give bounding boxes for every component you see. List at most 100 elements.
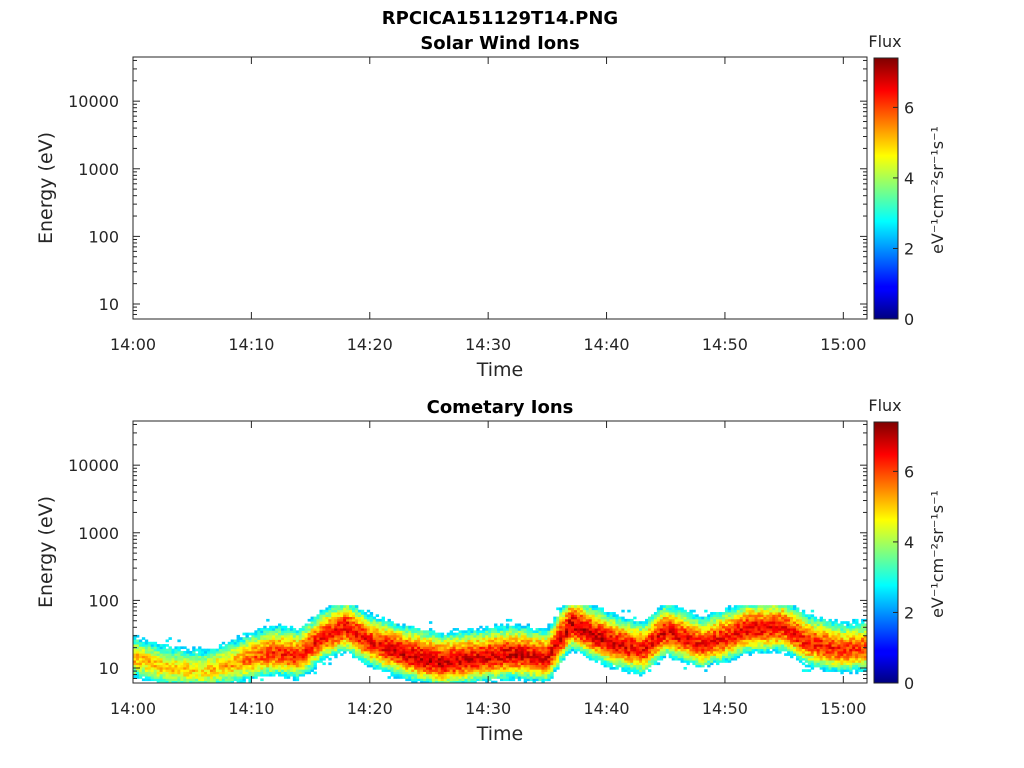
heatmap-cell xyxy=(272,669,276,672)
heatmap-cell xyxy=(310,618,314,622)
heatmap-cell xyxy=(772,630,776,634)
heatmap-cell xyxy=(156,644,161,647)
heatmap-cell xyxy=(354,634,359,638)
heatmap-cell xyxy=(784,621,788,624)
heatmap-cell xyxy=(529,655,533,659)
heatmap-cell xyxy=(473,676,477,679)
heatmap-cell xyxy=(615,660,619,663)
heatmap-cell xyxy=(603,650,607,654)
heatmap-cell xyxy=(295,660,300,663)
heatmap-cell xyxy=(354,632,359,636)
heatmap-cell xyxy=(781,632,785,636)
heatmap-cell xyxy=(793,639,797,643)
heatmap-cell xyxy=(233,657,237,661)
heatmap-cell xyxy=(417,660,421,663)
heatmap-cell xyxy=(260,662,264,666)
heatmap-cell xyxy=(301,669,306,672)
heatmap-cell xyxy=(476,630,480,634)
heatmap-cell xyxy=(778,630,782,634)
heatmap-cell xyxy=(310,644,314,647)
heatmap-cell xyxy=(251,641,255,645)
heatmap-cell xyxy=(615,628,619,631)
heatmap-cell xyxy=(544,673,548,677)
heatmap-cell xyxy=(553,628,557,631)
heatmap-cell xyxy=(201,664,205,668)
heatmap-cell xyxy=(520,637,525,640)
heatmap-cell xyxy=(295,644,300,647)
heatmap-cell xyxy=(209,657,214,661)
heatmap-cell xyxy=(639,625,643,629)
heatmap-cell xyxy=(576,607,581,611)
heatmap-cell xyxy=(440,662,445,666)
heatmap-cell xyxy=(343,625,347,629)
heatmap-cell xyxy=(491,653,495,656)
heatmap-cell xyxy=(793,650,797,654)
heatmap-cell xyxy=(529,669,533,672)
heatmap-cell xyxy=(423,664,427,668)
heatmap-cell xyxy=(594,641,599,645)
heatmap-cell xyxy=(325,614,329,618)
heatmap-cell xyxy=(526,678,530,682)
heatmap-cell xyxy=(766,623,770,627)
heatmap-cell xyxy=(242,639,246,643)
heatmap-cell xyxy=(692,644,696,647)
heatmap-cell xyxy=(642,671,646,675)
heatmap-cell xyxy=(748,618,752,622)
heatmap-cell xyxy=(313,623,317,627)
heatmap-cell xyxy=(286,655,291,659)
heatmap-cell xyxy=(233,673,237,677)
heatmap-cell xyxy=(393,657,397,661)
heatmap-cell xyxy=(793,605,797,608)
heatmap-cell xyxy=(511,653,516,656)
heatmap-cell xyxy=(603,637,607,640)
heatmap-cell xyxy=(366,616,371,620)
heatmap-cell xyxy=(375,618,380,622)
heatmap-cell xyxy=(550,662,554,666)
heatmap-cell xyxy=(428,648,433,652)
heatmap-cell xyxy=(612,625,616,629)
heatmap-cell xyxy=(440,637,445,640)
heatmap-cell xyxy=(550,669,554,672)
heatmap-cell xyxy=(698,657,702,661)
heatmap-cell xyxy=(218,657,223,661)
heatmap-cell xyxy=(535,673,539,677)
heatmap-cell xyxy=(269,650,273,654)
heatmap-cell xyxy=(627,666,631,670)
heatmap-cell xyxy=(665,607,670,611)
heatmap-cell xyxy=(177,673,181,677)
heatmap-cell xyxy=(144,664,149,668)
heatmap-cell xyxy=(204,680,208,684)
heatmap-cell xyxy=(272,673,276,677)
heatmap-cell xyxy=(248,632,252,636)
heatmap-cell xyxy=(615,657,619,661)
heatmap-cell xyxy=(286,644,291,647)
heatmap-cell xyxy=(280,671,285,675)
heatmap-cell xyxy=(656,662,661,666)
heatmap-cell xyxy=(346,625,350,629)
heatmap-cell xyxy=(443,662,448,666)
heatmap-cell xyxy=(594,660,599,663)
heatmap-cell xyxy=(624,648,628,652)
heatmap-cell xyxy=(757,634,761,638)
heatmap-cell xyxy=(319,639,323,643)
heatmap-cell xyxy=(787,609,791,613)
heatmap-cell xyxy=(671,644,676,647)
heatmap-cell xyxy=(736,607,741,611)
heatmap-cell xyxy=(514,623,519,627)
heatmap-cell xyxy=(532,630,536,634)
heatmap-cell xyxy=(165,650,169,654)
heatmap-cell xyxy=(180,646,184,650)
heatmap-cell xyxy=(704,657,708,661)
heatmap-cell xyxy=(538,632,542,636)
heatmap-cell xyxy=(772,644,776,647)
heatmap-cell xyxy=(621,632,625,636)
heatmap-cell xyxy=(307,639,311,643)
heatmap-cell xyxy=(488,628,492,631)
heatmap-cell xyxy=(357,644,362,647)
heatmap-cell xyxy=(254,653,258,656)
heatmap-cell xyxy=(766,637,770,640)
heatmap-cell xyxy=(636,669,640,672)
heatmap-cell xyxy=(455,671,459,675)
heatmap-cell xyxy=(150,655,155,659)
heatmap-cell xyxy=(529,671,533,675)
